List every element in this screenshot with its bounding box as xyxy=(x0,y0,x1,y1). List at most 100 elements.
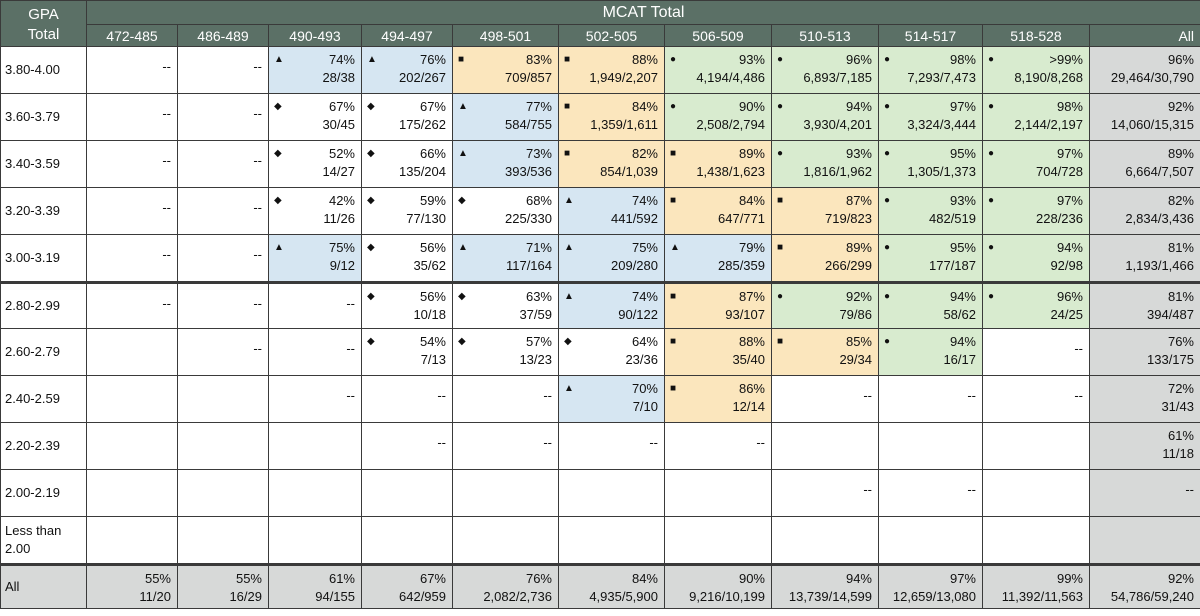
table-cell: -- xyxy=(87,188,178,235)
table-cell: 99% 11,392/11,563 xyxy=(983,564,1090,609)
table-cell: -- xyxy=(879,376,983,423)
cell-fraction: 642/959 xyxy=(399,589,446,604)
cell-fraction: 35/62 xyxy=(413,258,446,273)
column-header: 510-513 xyxy=(772,25,879,47)
cell-dash: -- xyxy=(1074,388,1083,403)
circle-icon: ● xyxy=(884,291,891,302)
row-label: 2.00-2.19 xyxy=(1,470,87,517)
cell-fraction: 1,193/1,466 xyxy=(1125,258,1194,273)
table-cell: ● 90% 2,508/2,794 xyxy=(665,94,772,141)
table-cell: ▲ 75% 209/280 xyxy=(559,235,665,282)
cell-fraction: 14/27 xyxy=(322,164,355,179)
square-icon: ■ xyxy=(670,291,677,302)
table-cell xyxy=(665,517,772,564)
table-cell: ◆ 59% 77/130 xyxy=(362,188,453,235)
gpa-header-line2: Total xyxy=(27,25,60,43)
cell-percent: 89% xyxy=(845,240,872,255)
table-cell: 55% 16/29 xyxy=(178,564,269,609)
cell-percent: 54% xyxy=(419,334,446,349)
cell-fraction: 54,786/59,240 xyxy=(1110,589,1194,604)
table-cell: 67% 642/959 xyxy=(362,564,453,609)
cell-fraction: 704/728 xyxy=(1036,164,1083,179)
cell-dash: -- xyxy=(346,388,355,403)
table-cell xyxy=(879,517,983,564)
table-cell: ● 96% 6,893/7,185 xyxy=(772,47,879,94)
cell-percent: 55% xyxy=(144,571,171,586)
table-cell: 97% 12,659/13,080 xyxy=(879,564,983,609)
table-cell: ◆ 67% 175/262 xyxy=(362,94,453,141)
table-cell: 84% 4,935/5,900 xyxy=(559,564,665,609)
cell-percent: 84% xyxy=(631,571,658,586)
table-cell: ▲ 74% 441/592 xyxy=(559,188,665,235)
cell-fraction: 1,949/2,207 xyxy=(589,70,658,85)
diamond-icon: ◆ xyxy=(367,148,375,159)
table-cell: 92% 54,786/59,240 xyxy=(1090,564,1200,609)
cell-fraction: 7/10 xyxy=(632,399,658,414)
cell-fraction: 30/45 xyxy=(322,117,355,132)
cell-fraction: 14,060/15,315 xyxy=(1110,117,1194,132)
cell-percent: 73% xyxy=(525,146,552,161)
table-cell: ■ 85% 29/34 xyxy=(772,329,879,376)
cell-fraction: 1,305/1,373 xyxy=(907,164,976,179)
table-cell: ● 94% 3,930/4,201 xyxy=(772,94,879,141)
circle-icon: ● xyxy=(777,54,784,65)
cell-percent: 86% xyxy=(738,381,765,396)
row-label: 2.60-2.79 xyxy=(1,329,87,376)
square-icon: ■ xyxy=(777,336,784,347)
column-header: 486-489 xyxy=(178,25,269,47)
square-icon: ■ xyxy=(777,195,784,206)
diamond-icon: ◆ xyxy=(458,336,466,347)
cell-fraction: 394/487 xyxy=(1147,307,1194,322)
cell-fraction: 6,664/7,507 xyxy=(1125,164,1194,179)
cell-fraction: 12,659/13,080 xyxy=(892,589,976,604)
table-cell: ◆ 54% 7/13 xyxy=(362,329,453,376)
cell-percent: 84% xyxy=(738,193,765,208)
cell-percent: 75% xyxy=(631,240,658,255)
table-cell xyxy=(453,517,559,564)
table-cell: -- xyxy=(269,376,362,423)
cell-fraction: 93/107 xyxy=(725,307,765,322)
table-cell: ● 93% 4,194/4,486 xyxy=(665,47,772,94)
table-cell: -- xyxy=(178,141,269,188)
cell-fraction: 77/130 xyxy=(406,211,446,226)
table-cell: ● 95% 177/187 xyxy=(879,235,983,282)
circle-icon: ● xyxy=(988,291,995,302)
cell-dash: -- xyxy=(162,247,171,262)
triangle-icon: ▲ xyxy=(458,242,468,253)
cell-percent: >99% xyxy=(1049,52,1083,67)
table-cell: ■ 84% 647/771 xyxy=(665,188,772,235)
cell-percent: 74% xyxy=(328,52,355,67)
table-cell: 72% 31/43 xyxy=(1090,376,1200,423)
table-cell xyxy=(269,517,362,564)
cell-percent: 88% xyxy=(631,52,658,67)
cell-percent: 98% xyxy=(1056,99,1083,114)
cell-dash: -- xyxy=(967,482,976,497)
triangle-icon: ▲ xyxy=(367,54,377,65)
cell-fraction: 11/18 xyxy=(1162,446,1194,461)
cell-percent: 99% xyxy=(1056,571,1083,586)
cell-percent: 93% xyxy=(845,146,872,161)
diamond-icon: ◆ xyxy=(367,336,375,347)
table-cell: -- xyxy=(269,282,362,329)
cell-percent: 67% xyxy=(328,99,355,114)
table-cell: ◆ 52% 14/27 xyxy=(269,141,362,188)
circle-icon: ● xyxy=(777,148,784,159)
table-cell: ◆ 56% 35/62 xyxy=(362,235,453,282)
table-cell: ▲ 73% 393/536 xyxy=(453,141,559,188)
row-label: Less than 2.00 xyxy=(1,517,87,564)
column-header: All xyxy=(1090,25,1200,47)
circle-icon: ● xyxy=(884,54,891,65)
table-cell: ■ 88% 35/40 xyxy=(665,329,772,376)
cell-fraction: 90/122 xyxy=(618,307,658,322)
circle-icon: ● xyxy=(777,101,784,112)
cell-percent: 97% xyxy=(949,99,976,114)
cell-dash: -- xyxy=(346,341,355,356)
table-cell: -- xyxy=(772,470,879,517)
table-cell xyxy=(983,517,1090,564)
gpa-total-header: GPA Total xyxy=(1,1,87,47)
column-header: 502-505 xyxy=(559,25,665,47)
table-cell xyxy=(178,376,269,423)
cell-fraction: 31/43 xyxy=(1161,399,1194,414)
cell-fraction: 9,216/10,199 xyxy=(689,589,765,604)
